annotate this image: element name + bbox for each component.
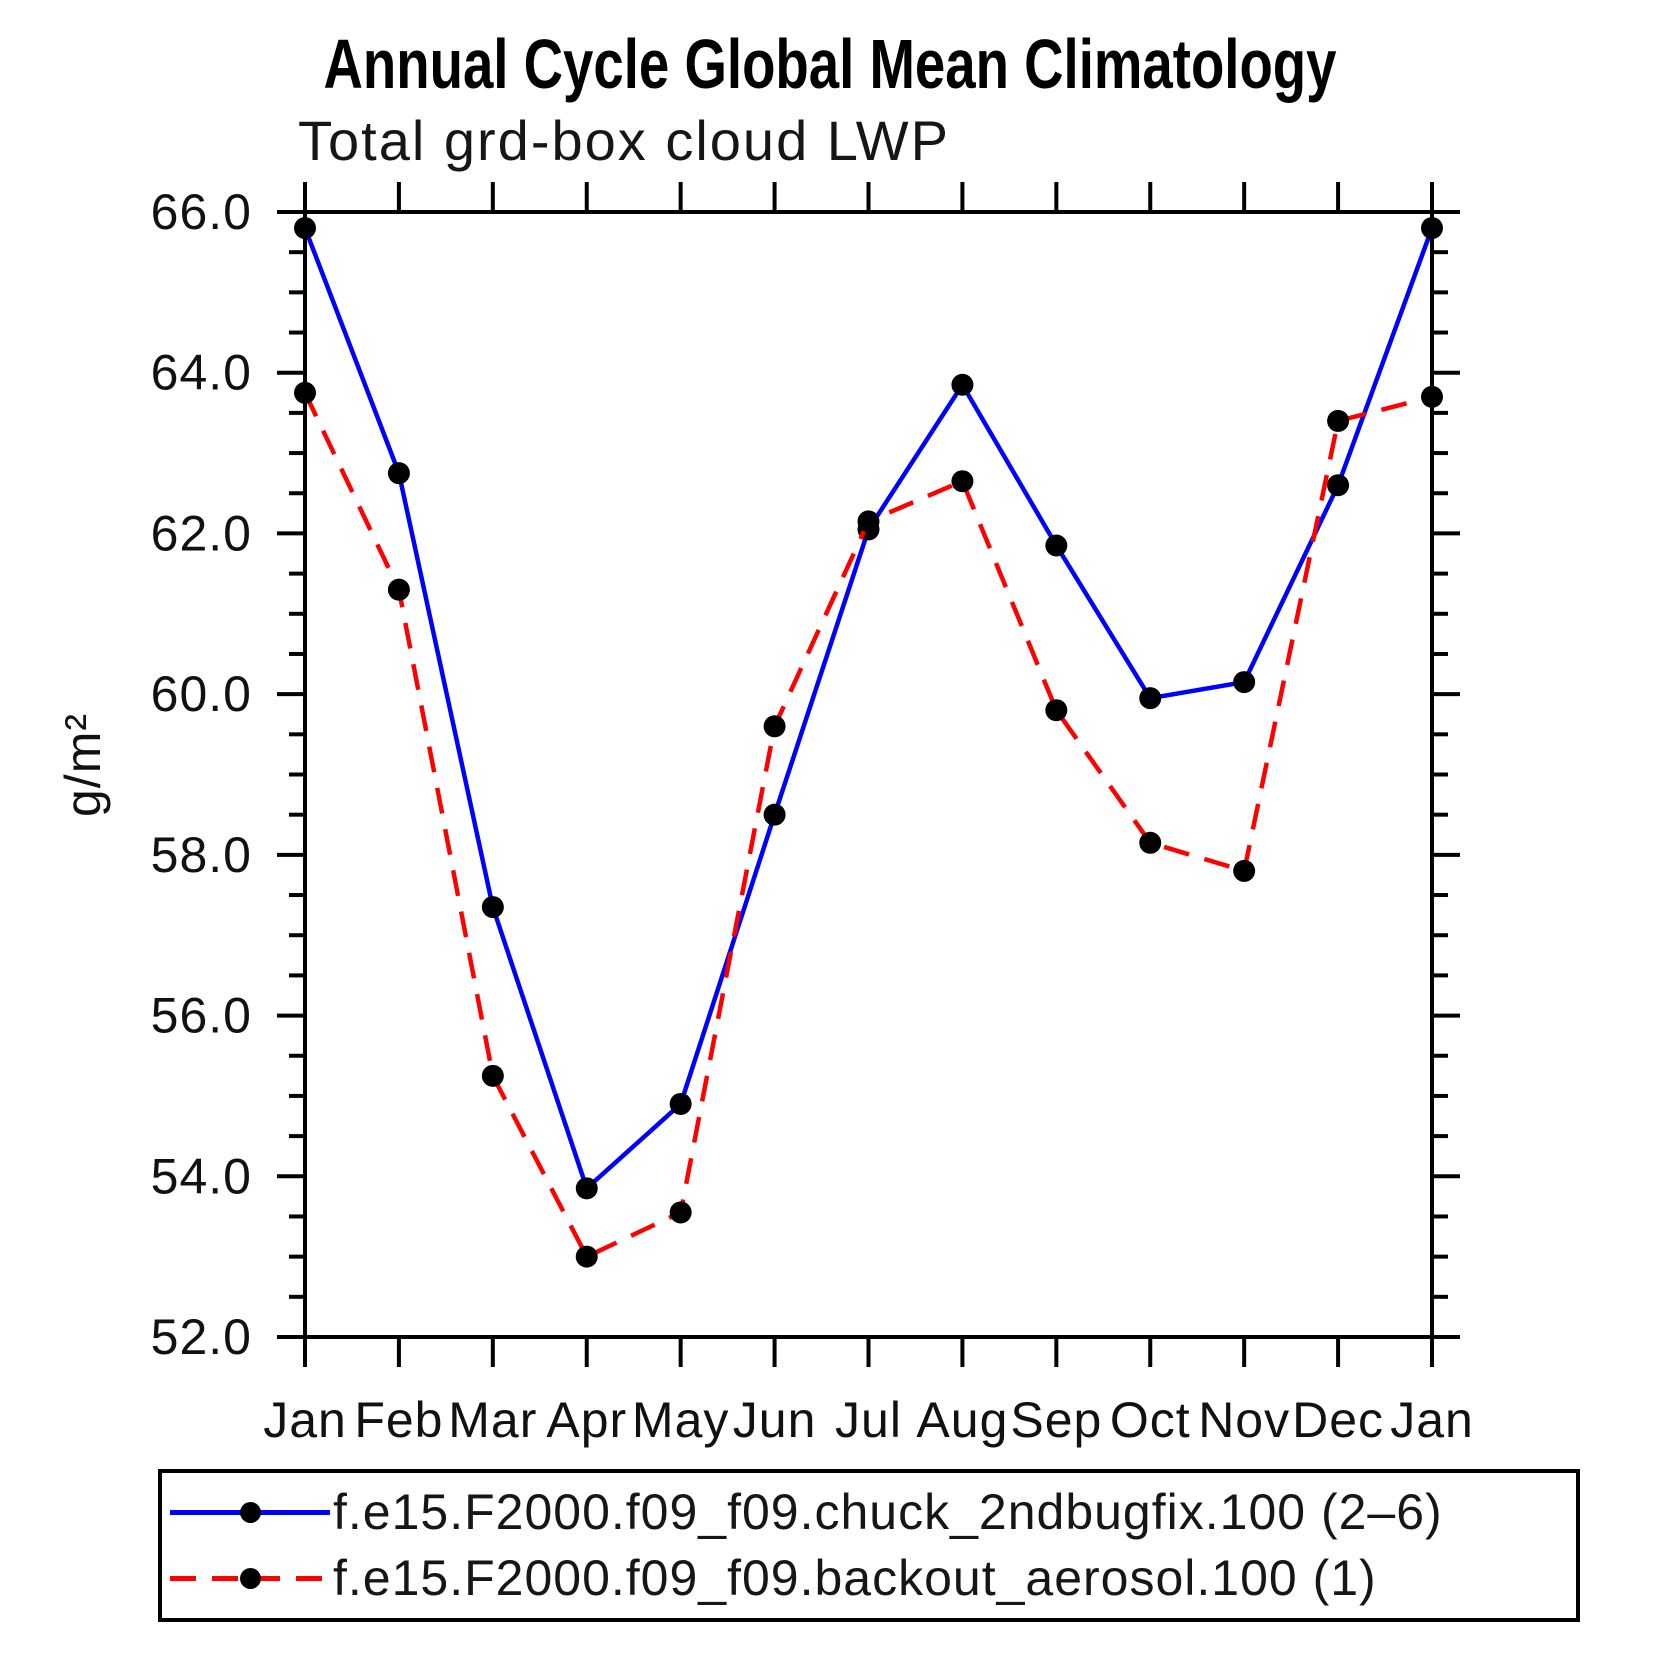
data-point-marker: [763, 803, 786, 826]
data-point-marker: [387, 578, 410, 601]
x-tick-label: May: [632, 1392, 729, 1448]
data-point-marker: [669, 1092, 692, 1115]
x-tick-label: Aug: [916, 1392, 1008, 1448]
y-tick-label: 62.0: [151, 505, 252, 561]
x-tick-label: Feb: [354, 1392, 443, 1448]
x-tick-label: Nov: [1198, 1392, 1290, 1448]
data-point-marker: [1233, 671, 1256, 694]
y-tick-label: 54.0: [151, 1148, 252, 1204]
legend-item-chuck-2ndbugfix: f.e15.F2000.f09_f09.chuck_2ndbugfix.100 …: [170, 1487, 1443, 1537]
data-point-marker: [575, 1177, 598, 1200]
series-layer: [294, 217, 1443, 1268]
y-tick-label: 66.0: [151, 184, 252, 240]
y-tick-label: 56.0: [151, 988, 252, 1044]
data-point-marker: [481, 896, 504, 919]
x-tick-label: Oct: [1110, 1392, 1191, 1448]
data-point-marker: [1233, 859, 1256, 882]
data-point-marker: [951, 373, 974, 396]
data-point-marker: [1139, 831, 1162, 854]
legend-label-backout-aerosol: f.e15.F2000.f09_f09.backout_aerosol.100 …: [333, 1550, 1377, 1606]
x-tick-label: Apr: [546, 1392, 627, 1448]
data-point-marker: [857, 510, 880, 533]
data-point-marker: [763, 715, 786, 738]
x-tick-label: Jan: [263, 1392, 347, 1448]
series-line-solid: [302, 227, 1435, 1193]
data-point-marker: [1045, 534, 1068, 557]
data-point-marker: [1421, 217, 1443, 240]
legend-box: f.e15.F2000.f09_f09.chuck_2ndbugfix.100 …: [158, 1469, 1580, 1622]
data-point-marker: [294, 381, 316, 404]
x-tick-label: Dec: [1292, 1392, 1384, 1448]
y-tick-label: 60.0: [151, 666, 252, 722]
y-tick-label: 58.0: [151, 827, 252, 883]
y-tick-label: 64.0: [151, 345, 252, 401]
page-title: Annual Cycle Global Mean Climatology: [324, 25, 1337, 103]
data-point-marker: [1045, 699, 1068, 722]
data-point-marker: [575, 1245, 598, 1268]
legend-circle-marker-icon: [240, 1501, 261, 1523]
y-axis-label: g/m²: [55, 713, 111, 817]
data-point-marker: [1421, 385, 1443, 408]
data-point-marker: [669, 1201, 692, 1224]
x-tick-label: Jan: [1390, 1392, 1474, 1448]
legend-solid-line-icon: [170, 1501, 330, 1523]
chart-subtitle: Total grd-box cloud LWP: [298, 109, 950, 172]
data-point-marker: [1139, 687, 1162, 710]
data-point-marker: [1327, 474, 1350, 497]
x-tick-label: Jun: [733, 1392, 817, 1448]
data-point-marker: [481, 1064, 504, 1087]
legend-circle-marker-icon: [240, 1567, 261, 1589]
y-tick-label: 52.0: [151, 1309, 252, 1365]
x-tick-label: Jul: [835, 1392, 902, 1448]
legend-item-backout-aerosol: f.e15.F2000.f09_f09.backout_aerosol.100 …: [170, 1553, 1377, 1603]
data-point-marker: [294, 217, 316, 240]
legend-dashed-line-icon: [170, 1567, 330, 1589]
x-tick-label: Sep: [1010, 1392, 1102, 1448]
axes: Jan Feb Mar Apr May Jun Jul Aug Sep Oct Nov Dec Jan5…: [151, 182, 1474, 1448]
x-tick-label: Mar: [448, 1392, 537, 1448]
data-point-marker: [1327, 409, 1350, 432]
legend-label-chuck-2ndbugfix: f.e15.F2000.f09_f09.chuck_2ndbugfix.100 …: [333, 1484, 1443, 1540]
data-point-marker: [951, 470, 974, 493]
data-point-marker: [387, 462, 410, 485]
